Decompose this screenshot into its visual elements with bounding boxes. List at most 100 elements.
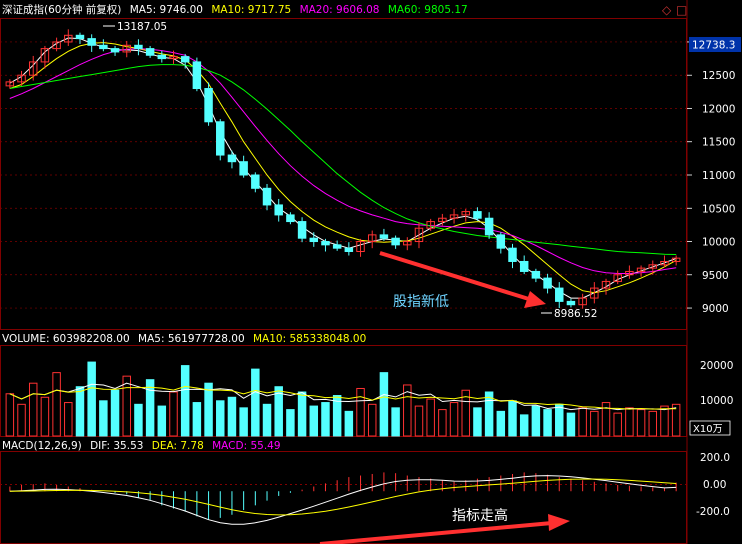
candle-body xyxy=(555,287,564,302)
high-price-label: 13187.05 xyxy=(117,21,167,33)
volume-bar xyxy=(660,405,669,437)
volume-ma5-legend: MA5: 561977728.00 xyxy=(138,333,245,345)
volume-bar xyxy=(449,402,459,437)
volume-bar xyxy=(52,372,61,437)
price-tick-label: 11500 xyxy=(702,137,735,149)
volume-bar xyxy=(473,407,482,437)
current-price-box xyxy=(689,37,741,52)
volume-ma5-line xyxy=(9,382,677,411)
volume-bar xyxy=(531,405,541,437)
volume-bar xyxy=(671,403,681,437)
volume-bar xyxy=(40,396,50,437)
candle-body xyxy=(449,214,459,219)
volume-bar xyxy=(274,386,283,437)
candle-body xyxy=(461,211,470,216)
volume-bar xyxy=(216,400,225,437)
candle-body xyxy=(122,44,131,53)
macd-trend-arrowhead xyxy=(548,514,570,531)
volume-bar xyxy=(262,403,272,437)
volume-tick-10000: 10000 xyxy=(700,395,733,407)
volume-bar xyxy=(613,412,622,437)
current-price-label: 12738.3 xyxy=(692,40,735,52)
candle-body xyxy=(636,267,646,272)
volume-bar xyxy=(157,405,167,437)
candle-body xyxy=(332,244,342,249)
volume-bar xyxy=(555,403,564,437)
volume-bar xyxy=(356,387,365,437)
volume-bar xyxy=(227,396,237,437)
macd-value-legend: MACD: 55.49 xyxy=(212,440,280,452)
candle-body xyxy=(367,234,377,243)
candle-body xyxy=(566,300,576,306)
candle-body xyxy=(227,154,237,163)
panel-toggle-icon[interactable]: □ xyxy=(676,3,687,17)
volume-bar xyxy=(461,389,470,437)
volume-bar xyxy=(251,368,260,437)
volume-bar xyxy=(566,412,576,437)
candle-body xyxy=(519,260,529,272)
dif-legend: DIF: 35.53 xyxy=(90,440,143,452)
candle-body xyxy=(75,34,85,40)
volume-ma10-line xyxy=(9,385,677,410)
candle-body xyxy=(578,297,587,306)
candle-body xyxy=(625,270,634,276)
candle-body xyxy=(356,241,365,253)
price-trend-arrow xyxy=(379,251,533,302)
volume-bar xyxy=(332,395,342,437)
candle-body xyxy=(438,217,447,223)
price-tick-label: 9000 xyxy=(702,303,729,315)
price-tick-label: 10000 xyxy=(702,237,735,249)
diamond-icon[interactable]: ◇ xyxy=(662,3,672,17)
ma60-legend: MA60: 9805.17 xyxy=(388,4,468,16)
price-tick-label: 10500 xyxy=(702,203,735,215)
volume-unit-label: X10万 xyxy=(693,424,723,435)
volume-unit-box xyxy=(689,420,731,436)
candle-body xyxy=(64,34,73,43)
price-trend-arrowhead xyxy=(524,291,546,308)
candle-body xyxy=(543,277,552,289)
dea-legend: DEA: 7.78 xyxy=(152,440,204,452)
volume-bar xyxy=(414,405,424,437)
volume-bar xyxy=(180,365,190,437)
candle-body xyxy=(496,234,506,249)
ma10-legend: MA10: 9717.75 xyxy=(211,4,291,16)
candle-body xyxy=(660,260,669,266)
price-tick-label: 9500 xyxy=(702,270,729,282)
svg-text:VOLUME: 603982208.00 MA5:: VOLUME: 603982208.00 MA5: 561977728.00 M… xyxy=(2,333,366,345)
volume-bar xyxy=(484,391,494,437)
candle-body xyxy=(110,48,120,53)
volume-bar xyxy=(508,400,517,437)
volume-bar xyxy=(438,409,447,437)
price-annotation: 股指新低 xyxy=(393,294,449,310)
volume-bar xyxy=(239,407,248,437)
volume-bar xyxy=(134,403,143,437)
candle-body xyxy=(671,257,681,262)
candle-body xyxy=(99,44,108,50)
volume-bar xyxy=(321,402,330,437)
candle-body xyxy=(601,280,611,289)
candle-body xyxy=(216,121,225,156)
candle-body xyxy=(379,234,389,239)
volume-bar xyxy=(28,382,38,437)
volume-legend: VOLUME: 603982208.00 xyxy=(2,333,130,345)
candle-body xyxy=(134,44,143,50)
macd-annotation: 指标走高 xyxy=(452,507,508,524)
candle-body xyxy=(391,237,400,246)
price-tick-label: 12500 xyxy=(702,70,735,82)
chart-title: 深证成指(60分钟 前复权) xyxy=(2,3,121,16)
volume-bar xyxy=(601,402,611,437)
volume-bar xyxy=(286,409,295,437)
volume-bar xyxy=(344,410,354,437)
candle-body xyxy=(251,174,260,189)
candle-body xyxy=(473,211,482,219)
candle-body xyxy=(17,74,26,83)
candle-body xyxy=(5,81,15,87)
ma-line-ma10 xyxy=(9,42,677,294)
candle-body xyxy=(286,214,295,223)
candle-body xyxy=(157,54,167,60)
candle-body xyxy=(531,270,541,279)
low-price-label: 8986.52 xyxy=(554,308,597,320)
volume-bar xyxy=(403,384,412,437)
candle-body xyxy=(613,274,622,282)
